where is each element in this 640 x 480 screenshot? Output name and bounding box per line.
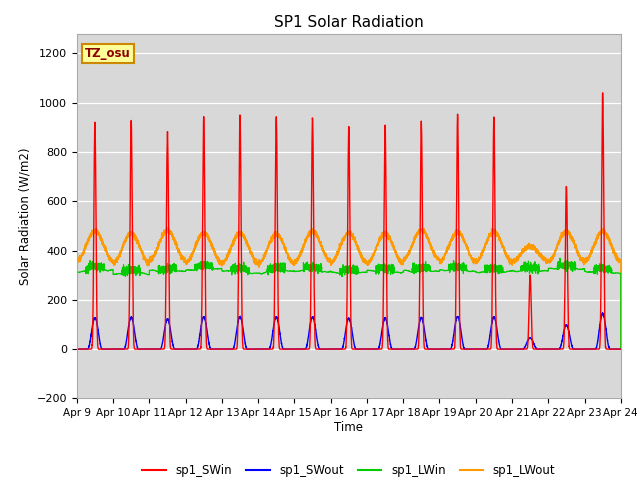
sp1_SWout [617, 346, 625, 352]
Line: sp1_SWout: sp1_SWout [77, 313, 621, 349]
sp1_LWin [617, 346, 625, 352]
sp1_LWin [588, 269, 595, 275]
sp1_SWin [330, 346, 338, 352]
sp1_SWout [598, 310, 606, 316]
sp1_LWout [470, 258, 478, 264]
sp1_LWout [588, 251, 595, 256]
sp1_LWin [486, 265, 493, 271]
Line: sp1_LWin: sp1_LWin [77, 258, 621, 349]
sp1_SWout [73, 346, 81, 352]
sp1_LWout [73, 259, 81, 265]
sp1_LWout [594, 234, 602, 240]
sp1_SWin [258, 346, 266, 352]
Line: sp1_LWout: sp1_LWout [77, 228, 621, 349]
sp1_LWout [617, 346, 625, 352]
X-axis label: Time: Time [334, 421, 364, 434]
sp1_LWout [258, 258, 266, 264]
sp1_SWout [258, 346, 266, 352]
sp1_SWin [73, 346, 81, 352]
sp1_LWin [556, 255, 564, 261]
sp1_SWout [470, 346, 478, 352]
Text: TZ_osu: TZ_osu [85, 48, 131, 60]
sp1_SWin [588, 346, 595, 352]
sp1_SWin [594, 346, 602, 352]
Line: sp1_SWin: sp1_SWin [77, 93, 621, 349]
sp1_LWin [73, 269, 81, 275]
sp1_LWout [486, 231, 493, 237]
sp1_LWin [258, 271, 266, 277]
sp1_SWin [470, 346, 478, 352]
sp1_SWin [599, 90, 607, 96]
Y-axis label: Solar Radiation (W/m2): Solar Radiation (W/m2) [18, 147, 31, 285]
sp1_LWin [470, 268, 478, 274]
Title: SP1 Solar Radiation: SP1 Solar Radiation [274, 15, 424, 30]
sp1_LWout [330, 257, 338, 263]
sp1_SWout [330, 346, 338, 352]
sp1_SWout [594, 336, 602, 342]
sp1_SWout [486, 334, 493, 339]
sp1_LWin [330, 270, 338, 276]
sp1_SWin [486, 346, 493, 352]
sp1_LWin [594, 263, 602, 268]
sp1_SWout [588, 346, 595, 352]
Legend: sp1_SWin, sp1_SWout, sp1_LWin, sp1_LWout: sp1_SWin, sp1_SWout, sp1_LWin, sp1_LWout [138, 459, 560, 480]
sp1_LWout [163, 225, 171, 230]
sp1_SWin [617, 346, 625, 352]
